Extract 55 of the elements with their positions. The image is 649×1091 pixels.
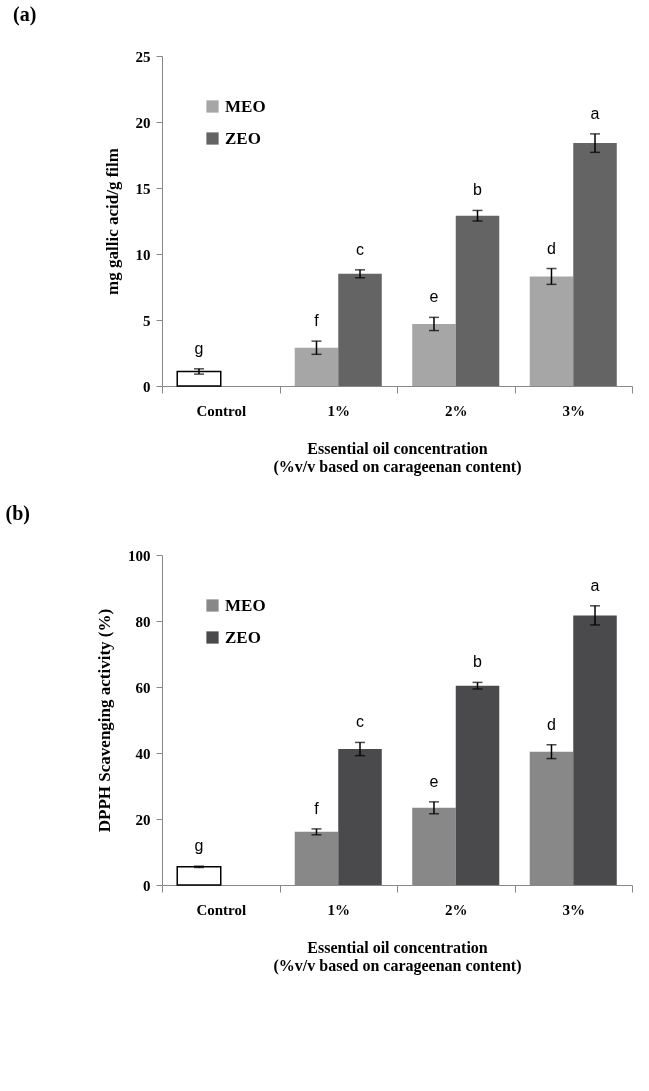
annotation: c xyxy=(356,713,365,731)
x-tick-label: Control xyxy=(196,901,247,918)
legend-label: ZEO xyxy=(225,627,261,647)
annotation: b xyxy=(473,181,483,199)
y-tick-label: 5 xyxy=(143,312,151,329)
y-tick-label: 10 xyxy=(135,246,151,263)
annotation: g xyxy=(194,837,204,855)
x-tick-label: Control xyxy=(196,402,247,419)
y-tick-label: 60 xyxy=(135,679,151,696)
chart-title: (a) xyxy=(13,3,37,26)
annotation: d xyxy=(547,715,556,733)
x-axis-title: Essential oil concentration (%v/v based on carageenan content) xyxy=(273,439,522,476)
chart-title: (b) xyxy=(5,502,30,525)
bar xyxy=(529,276,574,386)
annotation: a xyxy=(590,104,600,122)
y-axis-title: DPPH Scavenging activity (%) xyxy=(95,608,114,833)
y-tick-label: 15 xyxy=(135,180,151,197)
annotation: d xyxy=(547,239,556,257)
bar xyxy=(338,273,382,386)
x-tick-label: 2% xyxy=(445,402,468,419)
x-tick-label: 1% xyxy=(327,402,350,419)
bar xyxy=(176,370,222,387)
bar xyxy=(338,749,382,885)
bar xyxy=(573,143,617,386)
x-tick-label: 2% xyxy=(445,901,468,918)
legend-label: MEO xyxy=(225,595,266,615)
y-tick-label: 20 xyxy=(135,114,151,131)
legend-label: ZEO xyxy=(225,128,261,148)
annotation: a xyxy=(590,576,600,594)
legend-label: MEO xyxy=(225,96,266,116)
bar xyxy=(294,347,339,386)
bar xyxy=(176,866,222,886)
x-axis-title: Essential oil concentration (%v/v based on carageenan content) xyxy=(273,938,522,975)
annotation: e xyxy=(429,288,439,306)
y-tick-label: 80 xyxy=(135,613,151,630)
y-tick-label: 20 xyxy=(135,811,151,828)
x-tick-label: 3% xyxy=(562,402,585,419)
bar xyxy=(412,323,456,386)
x-tick-label: 3% xyxy=(562,901,585,918)
annotation: e xyxy=(429,772,439,790)
y-tick-label: 40 xyxy=(135,745,151,762)
y-tick-label: 25 xyxy=(135,48,151,65)
y-tick-label: 100 xyxy=(128,547,151,564)
bar xyxy=(455,685,500,885)
annotation: c xyxy=(356,240,365,258)
bar xyxy=(455,215,500,386)
x-tick-label: 1% xyxy=(327,901,350,918)
annotation: b xyxy=(473,653,483,671)
annotation: g xyxy=(194,339,204,357)
y-axis-title: mg gallic acid/g film xyxy=(102,148,122,295)
bar xyxy=(573,615,617,885)
y-tick-label: 0 xyxy=(143,378,151,395)
annotation: f xyxy=(314,312,320,330)
annotation: f xyxy=(314,799,320,817)
y-tick-label: 0 xyxy=(143,877,151,894)
